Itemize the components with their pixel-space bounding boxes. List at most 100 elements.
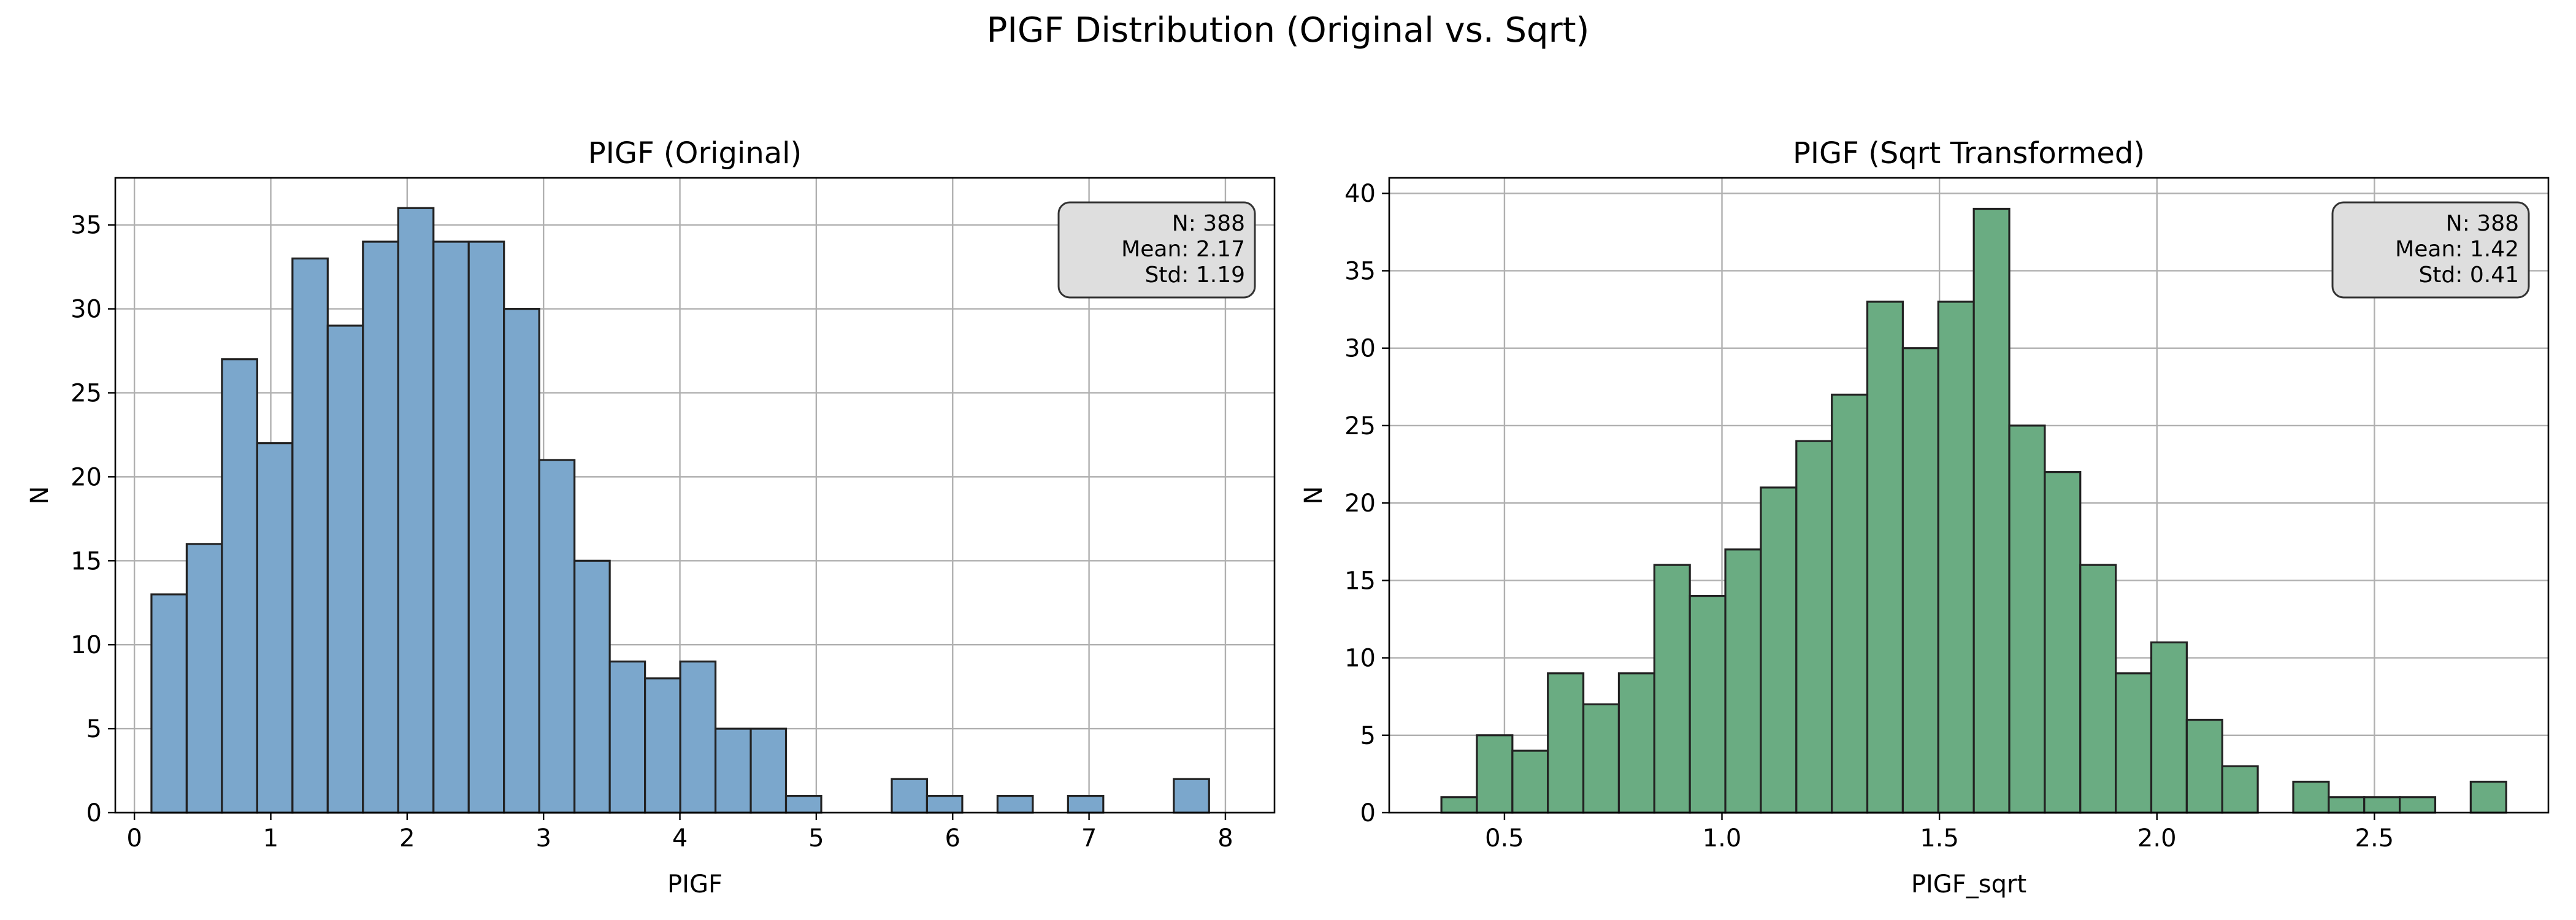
histogram-bar <box>291 257 329 814</box>
x-tick-label: 0.5 <box>1485 824 1524 853</box>
histogram-bar <box>749 727 788 814</box>
histogram-bar <box>1067 795 1105 814</box>
x-tick-label: 3 <box>535 824 551 853</box>
histogram-bar <box>1653 564 1691 814</box>
x-tick-label: 6 <box>945 824 960 853</box>
y-axis-label: N <box>26 486 54 505</box>
stats-line-n: N: 388 <box>1172 211 1245 236</box>
histogram-bar <box>1831 393 1869 814</box>
histogram-bar <box>397 207 435 814</box>
histogram-bar <box>2115 672 2153 814</box>
histogram-bar <box>2328 796 2366 814</box>
histogram-bar <box>714 727 752 814</box>
histogram-bar <box>1617 672 1655 814</box>
histogram-bar <box>2185 718 2223 814</box>
histogram-bar <box>2363 796 2401 814</box>
histogram-bar <box>362 240 399 814</box>
histogram-bar <box>1582 703 1620 814</box>
histogram-bar <box>573 559 611 814</box>
histogram-bar <box>538 459 576 814</box>
panel-sqrt-transformed: PIGF (Sqrt Transformed) PIGF_sqrt N 0.5 1… <box>1300 136 2550 899</box>
y-tick-label: 20 <box>1344 489 1376 518</box>
histogram-bar <box>2292 780 2330 814</box>
histogram-bar <box>1689 594 1727 814</box>
y-tick-label: 40 <box>1344 180 1376 208</box>
axis-ticks: 0 1 2 3 4 5 6 7 8 0 5 10 15 20 25 30 35 <box>71 212 1233 853</box>
histogram-bar <box>1795 440 1833 814</box>
stats-line-n: N: 388 <box>2446 211 2519 236</box>
histogram-bar <box>644 677 681 814</box>
y-tick-label: 5 <box>86 715 102 743</box>
y-tick-label: 20 <box>71 463 102 491</box>
x-tick-label: 8 <box>1217 824 1233 853</box>
panel-title: PIGF (Original) <box>588 136 802 171</box>
histogram-bar <box>1760 486 1798 814</box>
histogram-bar <box>784 795 822 814</box>
y-tick-label: 35 <box>71 212 102 240</box>
histogram-bar <box>679 660 717 814</box>
x-tick-label: 0 <box>126 824 142 853</box>
histogram-bar <box>1866 301 1904 814</box>
stats-line-mean: Mean: 1.42 <box>2395 237 2519 262</box>
histogram-bar <box>2469 780 2507 814</box>
x-tick-label: 1.5 <box>1920 824 1959 853</box>
histogram-bar <box>1440 796 1478 814</box>
histogram-bar <box>608 660 646 814</box>
y-tick-label: 15 <box>71 547 102 575</box>
x-axis-label: PIGF_sqrt <box>1911 870 2026 899</box>
histogram-bar <box>1476 734 1514 814</box>
histogram-bar <box>2079 564 2117 814</box>
y-tick-label: 30 <box>71 296 102 324</box>
y-tick-label: 25 <box>71 379 102 407</box>
y-tick-label: 10 <box>1344 645 1376 673</box>
x-tick-label: 5 <box>808 824 824 853</box>
stats-line-mean: Mean: 2.17 <box>1121 237 1245 262</box>
stats-box: N: 388 Mean: 1.42 Std: 0.41 <box>2331 201 2530 299</box>
stats-line-std: Std: 1.19 <box>1144 263 1245 288</box>
axes-frame <box>114 177 1276 814</box>
x-tick-label: 4 <box>672 824 688 853</box>
stats-box-background <box>2331 201 2530 299</box>
histogram-bar <box>926 795 964 814</box>
histogram-bar <box>1173 778 1210 814</box>
histogram-bar <box>150 593 188 814</box>
histogram-bar <box>1901 347 1939 814</box>
histogram-bar <box>503 307 540 814</box>
x-tick-label: 7 <box>1081 824 1097 853</box>
histogram-bar <box>2398 796 2437 814</box>
histogram-bar <box>996 795 1034 814</box>
histogram-bar <box>2221 765 2259 814</box>
histogram-bar <box>326 324 364 814</box>
y-tick-label: 15 <box>1344 567 1376 595</box>
y-tick-label: 25 <box>1344 412 1376 440</box>
histogram-bar <box>185 543 223 814</box>
stats-box: N: 388 Mean: 2.17 Std: 1.19 <box>1057 201 1256 299</box>
panel-original: PIGF (Original) PIGF N 0 1 2 3 4 5 6 7 8 0 5 10 15 20… <box>26 136 1276 899</box>
histogram-bar <box>1511 749 1549 814</box>
stats-line-std: Std: 0.41 <box>2418 263 2519 288</box>
figure-suptitle: PIGF Distribution (Original vs. Sqrt) <box>987 10 1590 50</box>
histogram-bars <box>150 207 1210 814</box>
x-tick-label: 1 <box>263 824 278 853</box>
y-tick-label: 30 <box>1344 335 1376 363</box>
x-tick-label: 2.0 <box>2137 824 2177 853</box>
histogram-bar <box>2150 641 2188 814</box>
x-tick-label: 2 <box>399 824 415 853</box>
histogram-bar <box>467 240 505 814</box>
x-tick-label: 1.0 <box>1703 824 1742 853</box>
histogram-bar <box>1972 207 2011 814</box>
x-axis-label: PIGF <box>667 870 723 899</box>
histogram-bar <box>2044 471 2082 814</box>
histogram-bar <box>891 778 929 814</box>
histogram-bar <box>1547 672 1585 814</box>
axis-ticks: 0.5 1.0 1.5 2.0 2.5 0 5 10 15 20 25 30 35 40 <box>1344 180 2394 853</box>
y-tick-label: 0 <box>86 799 102 827</box>
histogram-bar <box>256 442 294 814</box>
panel-title: PIGF (Sqrt Transformed) <box>1793 136 2145 171</box>
y-tick-label: 35 <box>1344 257 1376 285</box>
y-tick-label: 10 <box>71 631 102 659</box>
histogram-bar <box>432 240 470 814</box>
stats-box-background <box>1057 201 1256 299</box>
histogram-bar <box>221 358 258 814</box>
